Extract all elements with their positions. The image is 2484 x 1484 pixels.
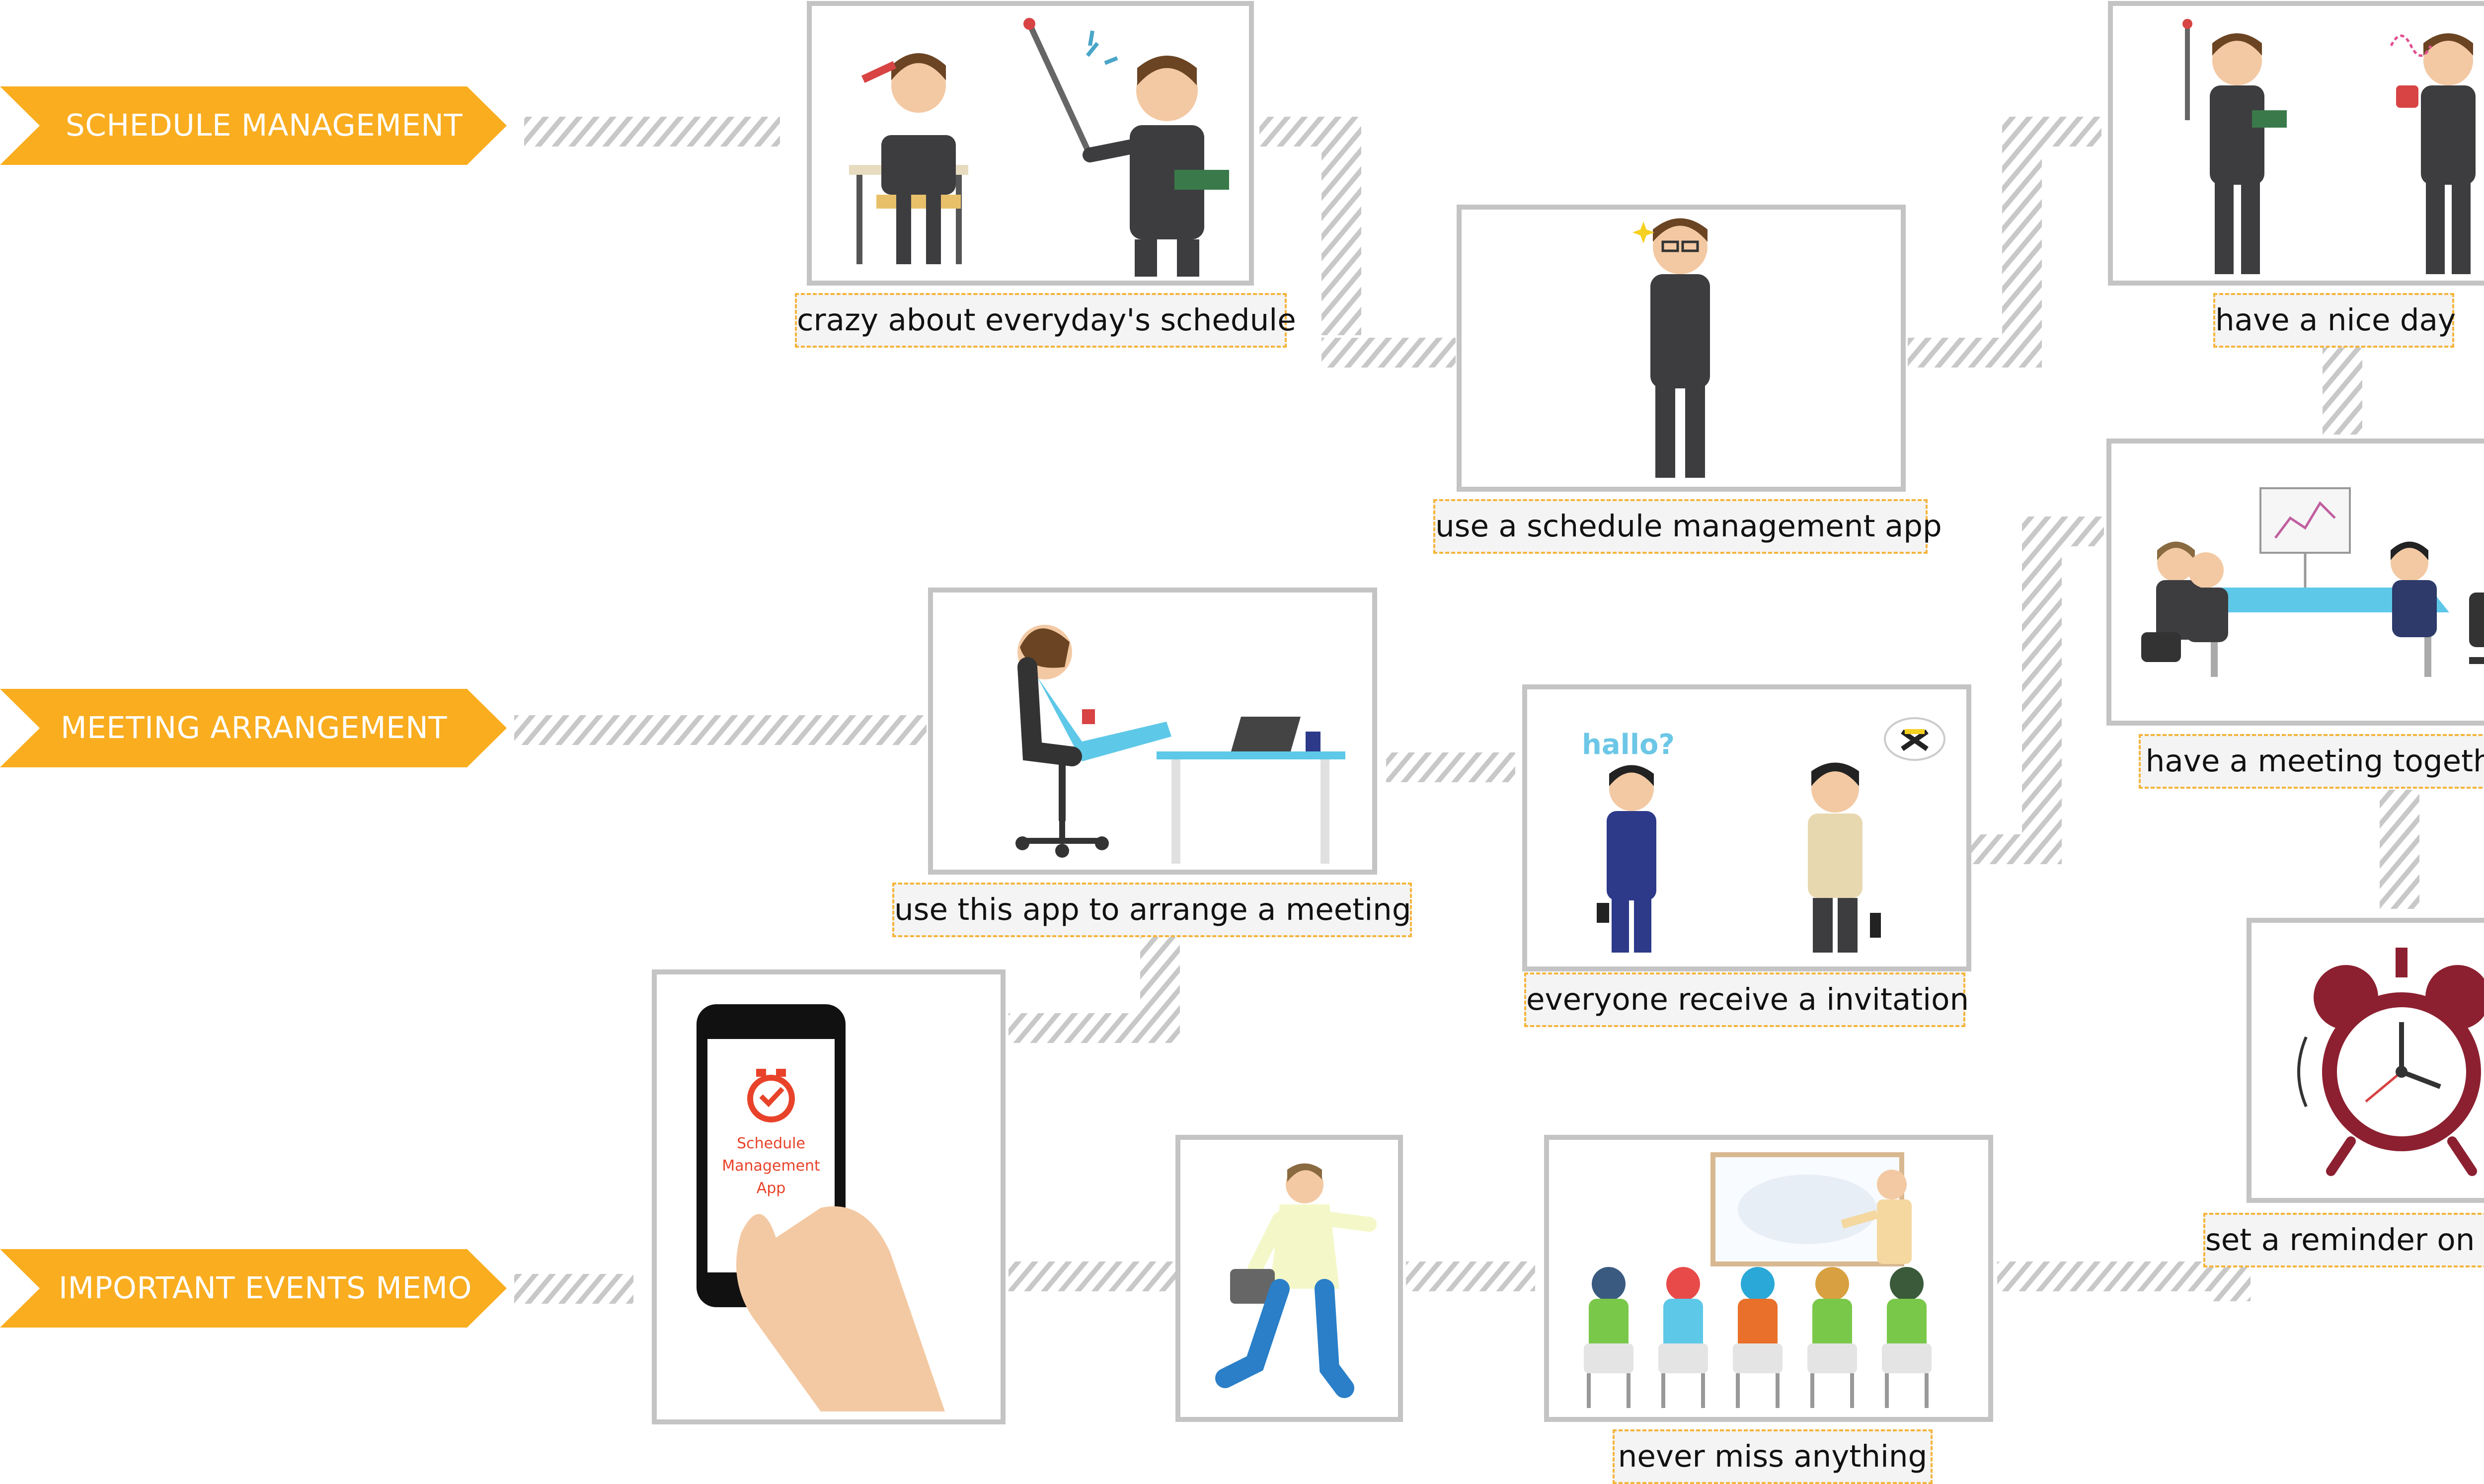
banner-arrow-shape xyxy=(0,689,507,767)
connector xyxy=(1908,338,2042,368)
connector xyxy=(1321,117,1361,335)
bubble-text: hallo? xyxy=(1582,729,1675,761)
connector xyxy=(1321,338,1456,368)
connector xyxy=(2022,517,2104,546)
connector xyxy=(2022,517,2062,834)
invitation-image: hallo? xyxy=(1582,717,1945,953)
step-caption: have a nice day xyxy=(2213,293,2456,348)
step-caption: use a schedule management app xyxy=(1433,499,1942,554)
row-label: SCHEDULE MANAGEMENT xyxy=(66,108,463,143)
illustration-invitation: hallo? xyxy=(1522,684,1971,971)
illustration-meeting-room xyxy=(2106,439,2484,726)
row-banner-meeting-arrangement: MEETING ARRANGEMENT xyxy=(0,689,507,767)
relaxing-at-desk-image xyxy=(1015,625,1345,864)
connector xyxy=(1386,752,1515,782)
step-caption: never miss anything xyxy=(1613,1429,1933,1484)
connector xyxy=(1009,1261,1192,1291)
app-name-line: Management xyxy=(722,1157,820,1175)
connector xyxy=(2002,117,2042,338)
row-banner-schedule-management: SCHEDULE MANAGEMENT xyxy=(0,86,507,165)
banner-arrow-shape xyxy=(0,86,507,165)
illustration-relaxing-at-desk xyxy=(928,588,1377,875)
app-name-line: Schedule xyxy=(737,1135,805,1152)
illustration-classroom xyxy=(1544,1135,1993,1422)
connector xyxy=(1009,1013,1143,1043)
step-caption: have a meeting together xyxy=(2139,734,2484,789)
stressed-businessmen-image xyxy=(849,18,1229,277)
banner-arrow-shape xyxy=(0,1249,507,1328)
connector xyxy=(2323,345,2362,435)
alarm-clock-image xyxy=(2297,948,2484,1176)
walking-man-image xyxy=(1215,1163,1377,1398)
man-with-glasses-image xyxy=(1632,218,1710,478)
step-caption: use this app to arrange a meeting xyxy=(892,883,1412,937)
step-caption: crazy about everyday's schedule xyxy=(795,293,1296,348)
connector xyxy=(2002,117,2101,147)
connector xyxy=(524,117,780,147)
illustration-phone-app: Schedule Management App xyxy=(652,969,1006,1424)
connector xyxy=(2380,790,2419,909)
app-name-line: App xyxy=(757,1180,786,1197)
classroom-image xyxy=(1584,1152,1932,1408)
step-caption: everyone receive a invitation xyxy=(1524,972,1969,1027)
happy-businessmen-image xyxy=(2182,19,2476,274)
connector xyxy=(1406,1261,1535,1291)
illustration-man-with-glasses xyxy=(1457,205,1906,492)
phone-app-image: Schedule Management App xyxy=(697,1004,945,1411)
illustration-two-happy-businessmen xyxy=(2108,1,2484,286)
meeting-room-image xyxy=(2141,487,2484,677)
illustration-alarm-clock xyxy=(2247,918,2484,1203)
connector xyxy=(514,1274,633,1304)
illustration-stressed-businessmen xyxy=(807,1,1254,286)
row-label: MEETING ARRANGEMENT xyxy=(61,710,448,745)
connector xyxy=(514,715,927,745)
row-label: IMPORTANT EVENTS MEMO xyxy=(59,1270,472,1306)
illustration-walking-man xyxy=(1175,1135,1403,1422)
row-banner-important-events-memo: IMPORTANT EVENTS MEMO xyxy=(0,1249,507,1328)
connector xyxy=(1967,834,2062,864)
step-caption: set a reminder on the app xyxy=(2203,1213,2484,1267)
